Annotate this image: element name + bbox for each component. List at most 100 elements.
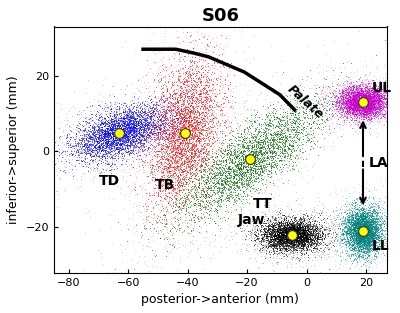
Point xyxy=(288,244,294,249)
Point xyxy=(224,166,231,171)
Point xyxy=(114,123,121,128)
Point xyxy=(359,220,365,225)
Point xyxy=(191,153,197,158)
Point xyxy=(340,95,347,100)
Point xyxy=(361,110,367,115)
Point xyxy=(336,103,343,108)
Point xyxy=(89,157,96,162)
Point xyxy=(279,240,285,245)
Point xyxy=(355,105,362,110)
Point xyxy=(162,120,168,125)
Point xyxy=(109,125,116,130)
Point xyxy=(371,98,378,103)
Point xyxy=(363,220,370,225)
Point xyxy=(248,141,254,146)
Point xyxy=(94,138,100,143)
Point xyxy=(364,250,371,255)
Point xyxy=(129,135,136,140)
Point xyxy=(190,193,197,198)
Point xyxy=(263,178,270,183)
Point xyxy=(253,150,259,155)
Point xyxy=(373,245,380,250)
Point xyxy=(305,226,312,231)
Point xyxy=(361,100,368,105)
Point xyxy=(170,101,176,106)
Point xyxy=(288,228,295,233)
Point xyxy=(372,242,378,247)
Point xyxy=(144,117,150,122)
Point xyxy=(188,136,194,141)
Point xyxy=(181,183,188,188)
Point xyxy=(204,75,211,80)
Point xyxy=(353,92,359,97)
Point xyxy=(361,104,367,109)
Point xyxy=(276,230,282,235)
Point xyxy=(172,218,178,223)
Point xyxy=(188,110,194,115)
Point xyxy=(356,228,362,233)
Point xyxy=(268,244,274,249)
Point xyxy=(267,225,273,230)
Point xyxy=(172,64,178,69)
Point xyxy=(380,256,386,261)
Point xyxy=(364,90,370,95)
Point xyxy=(213,40,219,45)
Point xyxy=(119,259,125,264)
Point xyxy=(361,101,368,106)
Point xyxy=(347,95,354,100)
Point xyxy=(125,151,132,156)
Point xyxy=(307,236,313,241)
Point xyxy=(297,244,304,249)
Point xyxy=(364,90,370,95)
Point xyxy=(170,148,176,153)
Point xyxy=(205,44,212,49)
Point xyxy=(350,235,356,240)
Point xyxy=(359,233,366,238)
Point xyxy=(359,217,365,222)
Point xyxy=(290,241,297,246)
Point xyxy=(229,157,235,162)
Point xyxy=(195,148,202,153)
Point xyxy=(210,184,217,189)
Point xyxy=(338,100,344,105)
Point xyxy=(296,239,302,244)
Point xyxy=(163,254,169,259)
Point xyxy=(359,220,366,225)
Point xyxy=(302,236,308,241)
Point xyxy=(163,115,169,121)
Point xyxy=(362,95,369,100)
Point xyxy=(372,98,378,103)
Point xyxy=(153,149,159,154)
Point xyxy=(190,242,196,247)
Point xyxy=(261,233,268,238)
Point xyxy=(358,233,364,238)
Point xyxy=(302,215,308,220)
Point xyxy=(284,239,290,244)
Point xyxy=(173,107,180,112)
Point xyxy=(356,232,362,237)
Point xyxy=(94,120,101,125)
Point xyxy=(223,152,229,157)
Point xyxy=(154,130,161,135)
Point xyxy=(375,96,382,101)
Point xyxy=(344,203,350,208)
Point xyxy=(285,137,291,142)
Point xyxy=(368,103,374,108)
Point xyxy=(67,142,74,147)
Point xyxy=(350,105,357,110)
Point xyxy=(124,139,131,144)
Point xyxy=(167,228,173,233)
Point xyxy=(161,121,167,126)
Point xyxy=(358,96,365,101)
Point xyxy=(355,215,362,220)
Point xyxy=(341,228,347,233)
Point xyxy=(359,112,365,117)
Point xyxy=(371,239,377,244)
Point xyxy=(115,155,121,160)
Point xyxy=(258,156,264,161)
Point xyxy=(309,209,315,214)
Point xyxy=(111,112,118,117)
Point xyxy=(145,160,152,165)
Point xyxy=(262,135,268,140)
Point xyxy=(190,195,196,200)
